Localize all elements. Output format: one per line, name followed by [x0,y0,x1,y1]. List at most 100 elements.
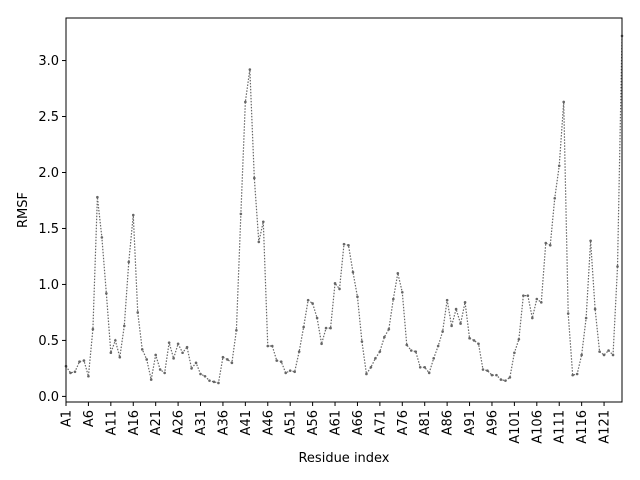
data-point [517,338,521,341]
rmsf-series-line [65,35,623,384]
x-tick-label: A36 [216,410,231,435]
data-point [239,212,243,216]
data-point [87,374,90,378]
data-point [248,68,252,71]
data-point [607,349,610,352]
data-point [481,368,485,371]
data-point [539,301,543,304]
data-point [522,294,525,297]
data-point [261,220,265,224]
x-tick-label: A6 [82,410,97,427]
data-point [306,298,310,302]
data-point [275,359,279,362]
data-point [338,287,341,291]
x-tick-label: A101 [508,410,523,444]
x-tick-label: A106 [530,410,545,444]
data-point [513,351,516,355]
data-point [217,381,220,385]
data-point [329,326,332,330]
x-axis-title: Residue index [298,451,389,466]
x-tick-label: A61 [329,410,344,435]
x-tick-label: A91 [463,410,478,435]
y-tick-label: 1.5 [38,222,59,237]
data-point [598,350,601,353]
data-point [400,290,404,294]
data-point [611,353,615,357]
data-point [356,295,359,299]
data-point [499,378,503,381]
data-point [486,369,489,372]
data-point [427,371,431,375]
data-point [454,307,458,311]
data-point [140,348,144,351]
data-point [450,324,453,328]
x-tick-label: A51 [284,410,299,435]
x-tick-label: A1 [60,410,75,427]
data-point [593,307,597,311]
y-tick-label: 0.0 [38,390,59,405]
x-tick-label: A21 [149,410,164,435]
data-point [580,353,583,357]
data-point [82,359,86,362]
data-point [472,339,476,342]
data-point [149,378,153,381]
x-tick-label: A46 [261,410,276,435]
data-point [163,371,166,375]
y-tick-label: 0.5 [38,334,59,349]
data-point [459,322,462,325]
data-point [114,339,117,342]
x-tick-label: A81 [418,410,433,435]
data-point [365,372,368,376]
data-point [127,260,131,264]
y-tick-label: 3.0 [38,54,59,69]
data-point [167,341,171,344]
data-point [383,335,386,339]
data-point [244,100,247,104]
data-point [185,345,189,349]
data-point [369,365,373,369]
data-point [122,324,126,328]
x-tick-label: A76 [396,410,411,435]
data-point [190,367,193,370]
x-tick-label: A41 [239,410,254,435]
data-point [293,370,296,374]
data-point [463,301,467,304]
data-point [504,379,507,383]
data-point [432,357,435,360]
y-tick-label: 2.5 [38,110,59,125]
data-point [230,361,234,365]
data-point [284,371,288,375]
x-tick-label: A121 [598,410,613,444]
data-point [226,358,229,361]
data-point [490,373,494,377]
data-point [553,196,557,200]
data-point [212,380,216,384]
y-axis-title: RMSF [16,192,31,228]
data-point [566,312,570,315]
x-tick-label: A66 [351,410,366,435]
data-point [378,350,382,353]
x-axis: A1 A6 A11 A16 A21 A26 A31 A36 A41 A46 A51 A56 A61 A66… [60,402,613,444]
data-point [409,349,413,352]
x-tick-label: A56 [306,410,321,435]
data-point [302,325,305,329]
x-tick-label: A31 [194,410,209,435]
data-point [279,360,283,364]
data-point [199,372,202,376]
data-point [181,351,184,355]
x-tick-label: A116 [575,410,590,444]
y-tick-label: 2.0 [38,166,59,181]
data-point [96,195,99,199]
data-point [396,271,400,275]
data-point [176,342,180,346]
data-point [436,344,440,348]
x-tick-label: A26 [172,410,187,435]
data-point [347,243,350,247]
data-point [73,370,77,374]
data-point [253,176,256,180]
data-point [315,316,319,320]
data-point [562,100,566,104]
data-point [208,379,211,383]
x-tick-label: A111 [553,410,568,444]
